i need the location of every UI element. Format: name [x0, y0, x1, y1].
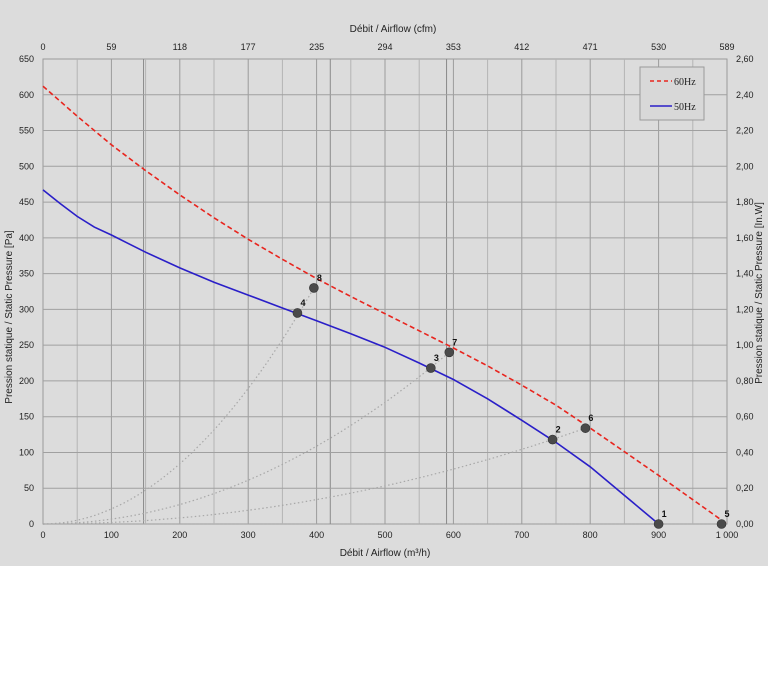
x-tick-label-bottom: 1 000: [716, 530, 739, 540]
y-tick-label-left: 550: [19, 126, 34, 136]
legend-label-60hz: 60Hz: [674, 77, 696, 88]
y-tick-label-left: 300: [19, 304, 34, 314]
x-tick-label-top: 118: [173, 42, 187, 52]
series-line-50hz: [42, 189, 660, 525]
operating-point-label: 7: [452, 337, 457, 347]
operating-points: 1 2 3 4 5 6 7 8: [292, 273, 730, 529]
y-axis-title-left: Pression statique / Static Pressure [Pa]: [4, 230, 15, 404]
operating-point-label: 3: [434, 353, 439, 363]
x-tick-label-top: 59: [106, 42, 116, 52]
x-tick-label-bottom: 400: [309, 530, 324, 540]
x-tick-label-top: 589: [719, 42, 734, 52]
x-tick-label-bottom: 200: [172, 530, 187, 540]
x-tick-label-top: 353: [446, 42, 461, 52]
y-tick-label-left: 100: [19, 447, 34, 457]
operating-point-marker: [716, 519, 727, 529]
x-tick-label-bottom: 800: [583, 530, 598, 540]
legend-label-50hz: 50Hz: [674, 102, 696, 113]
operating-point-label: 8: [317, 273, 322, 283]
y-tick-label-right: 2,00: [736, 161, 754, 171]
operating-point-marker: [426, 363, 436, 373]
y-tick-label-right: 0,00: [736, 519, 754, 529]
series-lines: [42, 85, 728, 525]
y-axis-title-right: Pression statique / Static Pressure [In.…: [754, 202, 765, 384]
operating-point-label: 6: [588, 413, 593, 423]
y-tick-label-left: 500: [19, 161, 34, 171]
y-tick-label-left: 200: [19, 376, 34, 386]
x-tick-label-top: 0: [40, 42, 45, 52]
operating-point-label: 1: [662, 509, 667, 519]
operating-point-marker: [547, 434, 558, 445]
y-tick-label-left: 150: [19, 412, 34, 422]
operating-point-label: 2: [556, 425, 561, 435]
y-tick-label-right: 1,20: [736, 304, 754, 314]
y-tick-label-left: 400: [19, 233, 34, 243]
y-tick-label-right: 2,20: [736, 126, 754, 136]
operating-point-label: 5: [725, 509, 730, 519]
y-tick-label-left: 250: [19, 340, 34, 350]
y-tick-label-right: 2,60: [736, 54, 754, 64]
x-tick-label-top: 235: [309, 42, 324, 52]
x-tick-label-bottom: 700: [514, 530, 529, 540]
system-curve-line: [42, 427, 586, 525]
y-tick-label-right: 1,00: [736, 340, 754, 350]
y-tick-label-left: 600: [19, 90, 34, 100]
legend-box: [639, 66, 705, 121]
x-tick-label-top: 471: [583, 42, 598, 52]
x-tick-label-bottom: 500: [377, 530, 392, 540]
x-axis-title-bottom: Débit / Airflow (m³/h): [340, 548, 431, 559]
grid: [43, 59, 727, 524]
y-tick-label-left: 650: [19, 54, 34, 64]
y-tick-label-right: 2,40: [736, 90, 754, 100]
operating-point-marker: [580, 423, 591, 433]
operating-point-marker: [444, 347, 455, 358]
y-tick-label-right: 1,40: [736, 269, 754, 279]
x-tick-label-top: 530: [651, 42, 666, 52]
system-curve-line: [42, 351, 450, 525]
x-tick-label-bottom: 0: [40, 530, 45, 540]
x-tick-label-top: 294: [377, 42, 392, 52]
y-tick-label-right: 0,40: [736, 447, 754, 457]
operating-point-label: 4: [300, 298, 305, 308]
series-line-60hz: [42, 85, 728, 525]
y-tick-label-left: 50: [24, 483, 34, 493]
y-tick-label-left: 450: [19, 197, 34, 207]
x-tick-label-top: 412: [514, 42, 529, 52]
x-tick-label-bottom: 100: [104, 530, 119, 540]
x-tick-label-bottom: 300: [241, 530, 256, 540]
y-tick-label-right: 0,20: [736, 483, 754, 493]
y-tick-label-right: 1,60: [736, 233, 754, 243]
operating-point-marker: [309, 283, 319, 293]
y-tick-label-left: 350: [19, 269, 34, 279]
x-tick-label-bottom: 600: [446, 530, 461, 540]
y-tick-label-right: 1,80: [736, 197, 754, 207]
x-tick-label-top: 177: [241, 42, 256, 52]
operating-point-marker: [292, 308, 303, 318]
system-curves: [42, 287, 722, 525]
x-tick-label-bottom: 900: [651, 530, 666, 540]
x-axis-title-top: Débit / Airflow (cfm): [350, 24, 437, 35]
legend: 60Hz 50Hz: [639, 66, 705, 121]
operating-point-marker: [653, 519, 664, 529]
y-tick-label-right: 0,60: [736, 412, 754, 422]
y-tick-label-right: 0,80: [736, 376, 754, 386]
y-tick-label-left: 0: [29, 519, 34, 529]
